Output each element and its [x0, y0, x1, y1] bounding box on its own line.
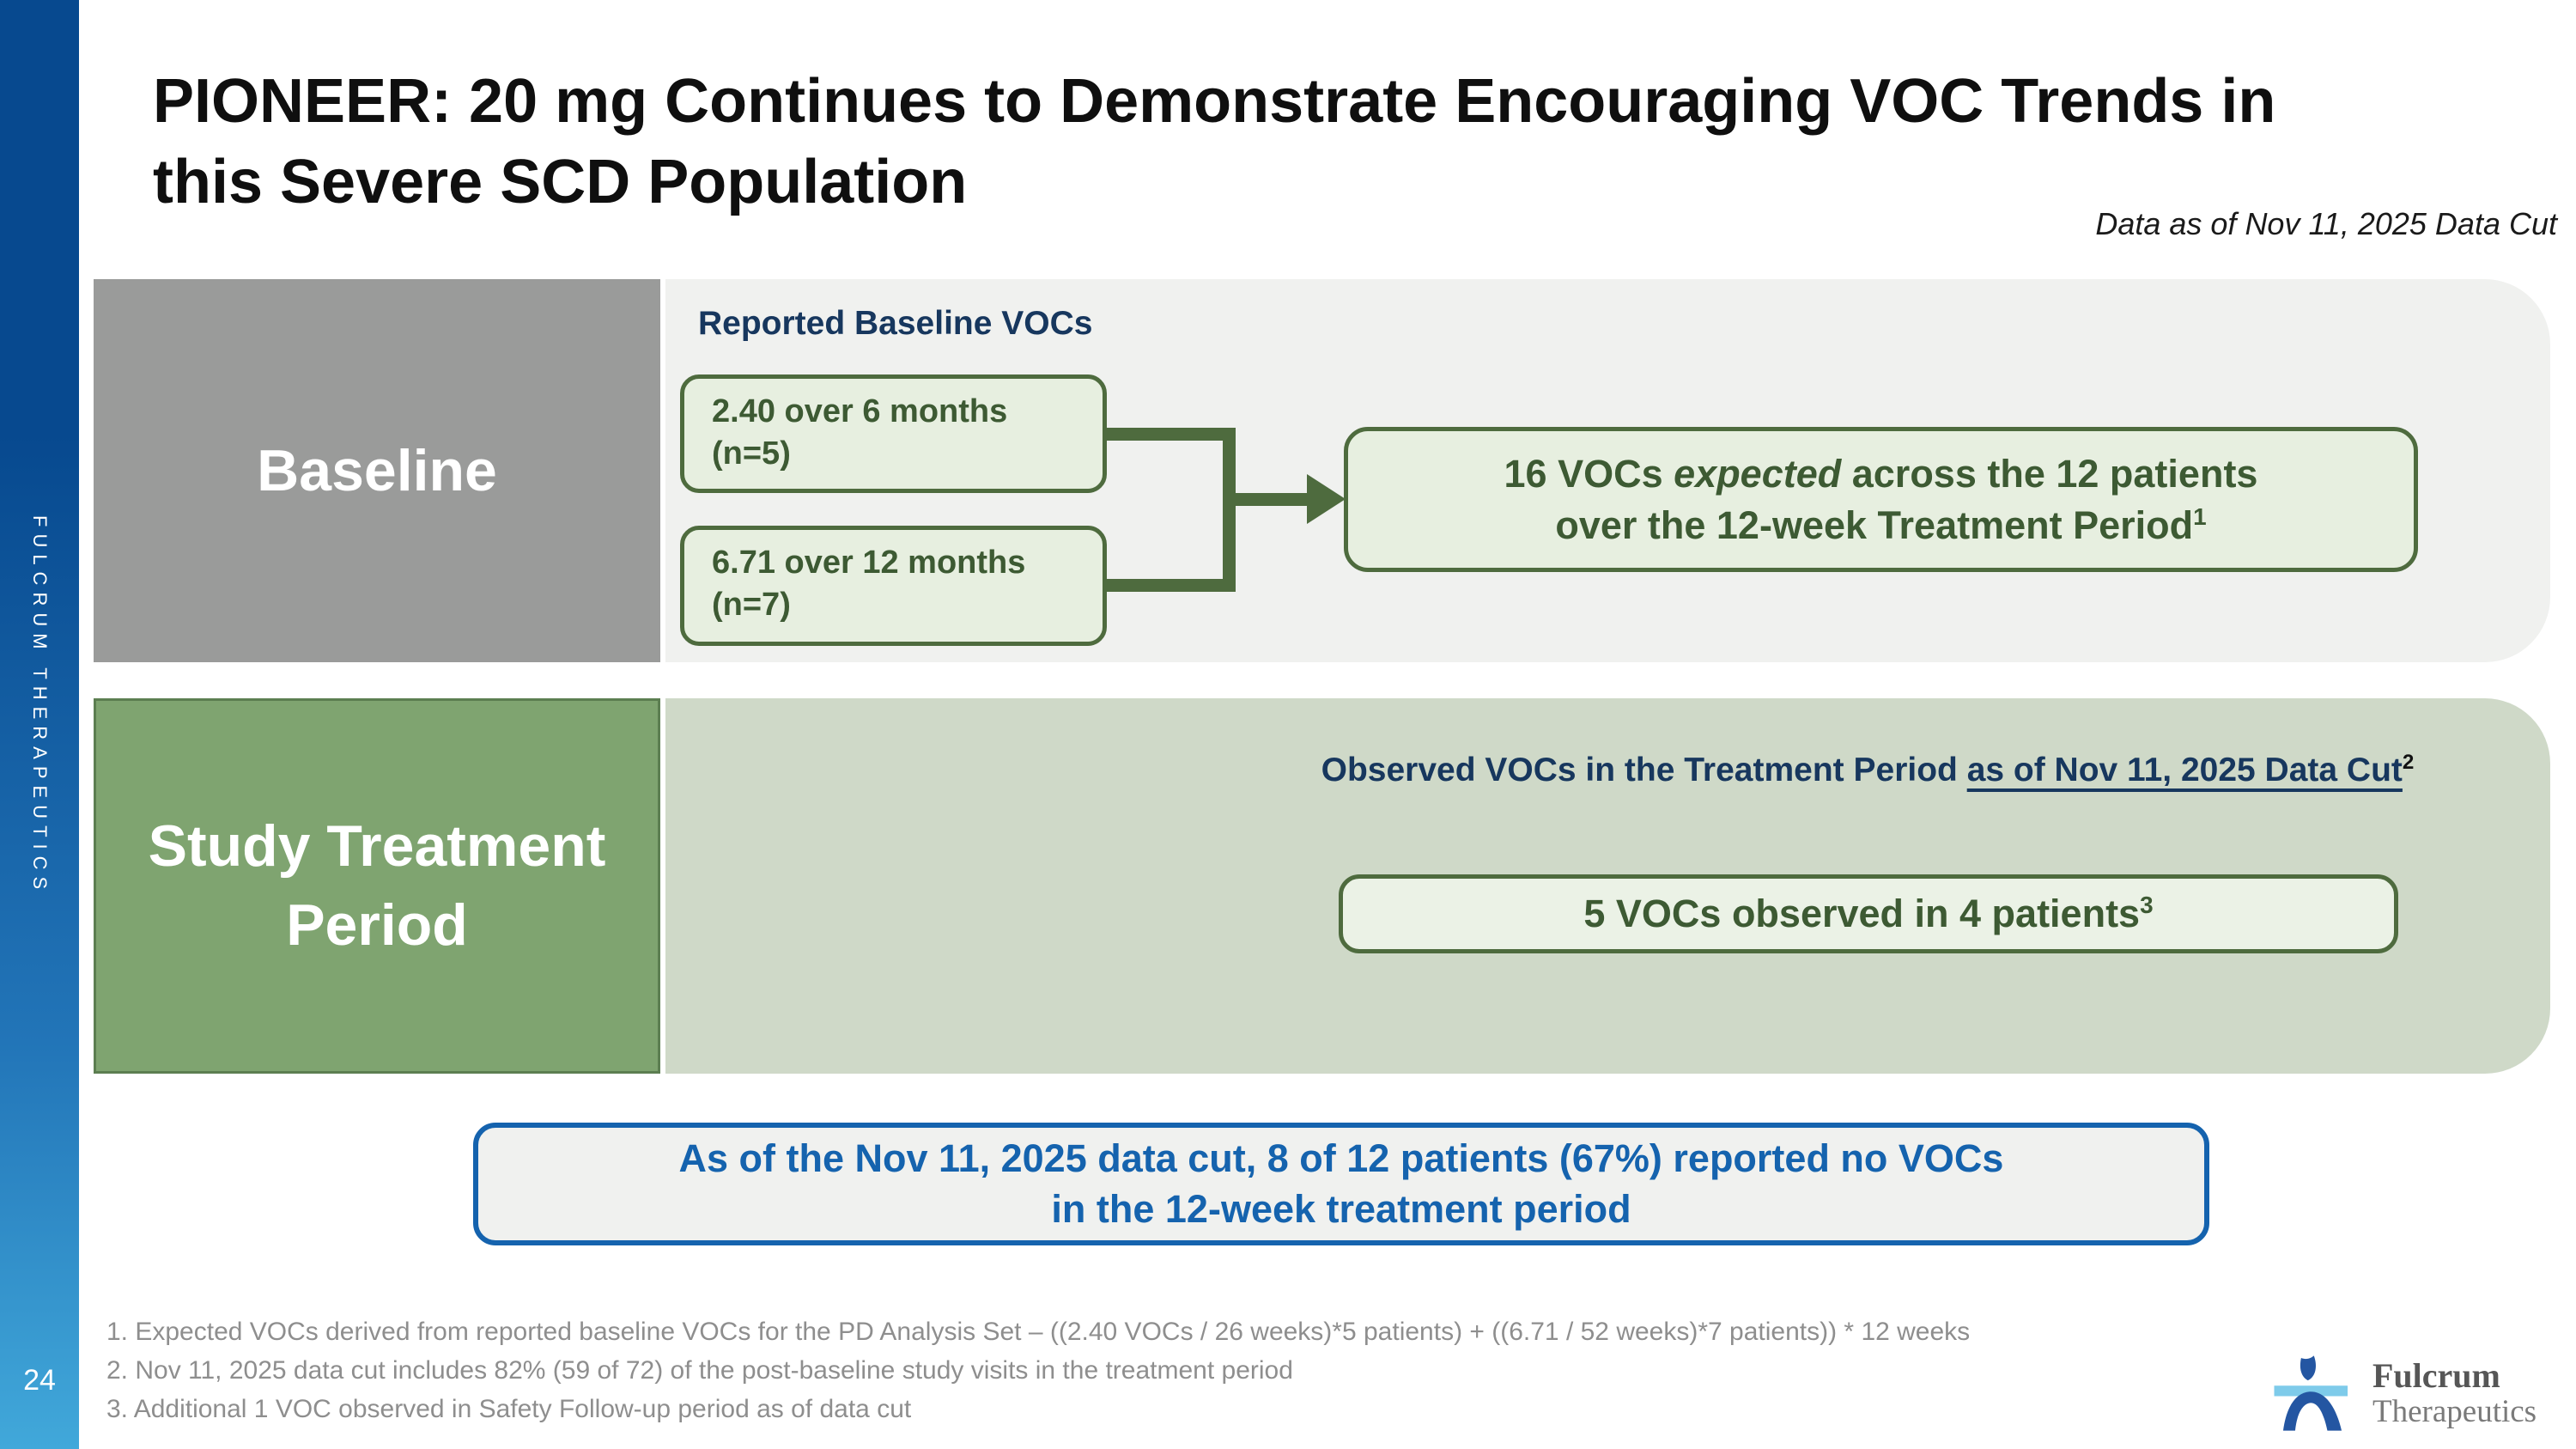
treatment-label-line1: Study Treatment — [148, 813, 606, 879]
reported-baseline-vocs-heading: Reported Baseline VOCs — [698, 305, 1093, 342]
expected-italic-word: expected — [1674, 452, 1842, 496]
connector-line-vertical — [1223, 428, 1236, 592]
expected-vocs-box: 16 VOCs expected across the 12 patients … — [1344, 427, 2418, 572]
slide-title: PIONEER: 20 mg Continues to Demonstrate … — [153, 62, 2420, 222]
logo-company-name: Fulcrum — [2372, 1356, 2500, 1396]
expected-vocs-count: 16 VOCs — [1504, 452, 1674, 496]
expected-period-text: over the 12-week Treatment Period — [1555, 502, 2194, 547]
observed-vocs-text: 5 VOCs observed in 4 patients3 — [1583, 892, 2153, 936]
data-cut-note: Data as of Nov 11, 2025 Data Cut — [2095, 206, 2557, 241]
baseline-row-label: Baseline — [94, 279, 660, 662]
expected-vocs-line2: over the 12-week Treatment Period1 — [1555, 500, 2206, 551]
baseline-voc-rate-12mo: 6.71 over 12 months — [712, 545, 1026, 581]
page-number: 24 — [23, 1364, 56, 1397]
baseline-voc-n-6mo: (n=5) — [712, 435, 791, 472]
observed-vocs-heading: Observed VOCs in the Treatment Period as… — [1249, 752, 2486, 789]
observed-heading-text: Observed VOCs in the Treatment Period — [1321, 752, 1967, 788]
observed-vocs-value: 5 VOCs observed in 4 patients — [1583, 892, 2141, 935]
observed-vocs-box: 5 VOCs observed in 4 patients3 — [1339, 874, 2398, 953]
footnote-3: 3. Additional 1 VOC observed in Safety F… — [106, 1395, 912, 1423]
observed-heading-underlined: as of Nov 11, 2025 Data Cut — [1966, 752, 2403, 788]
fulcrum-logo: Fulcrum Therapeutics — [2271, 1355, 2537, 1431]
treatment-label-line2: Period — [286, 892, 468, 958]
logo-company-subname: Therapeutics — [2372, 1393, 2537, 1429]
fulcrum-logo-icon — [2274, 1355, 2348, 1431]
footnote-marker-1: 1 — [2193, 502, 2207, 530]
expected-vocs-rest: across the 12 patients — [1841, 452, 2258, 496]
slide-title-line1: PIONEER: 20 mg Continues to Demonstrate … — [153, 67, 2276, 136]
connector-line-bottom — [1107, 579, 1236, 592]
baseline-voc-box-12-months: 6.71 over 12 months (n=7) — [680, 526, 1107, 646]
expected-vocs-line1: 16 VOCs expected across the 12 patients — [1504, 448, 2258, 499]
right-arrow-icon — [1307, 474, 1346, 524]
treatment-row-label: Study Treatment Period — [94, 698, 660, 1074]
footnote-marker-2: 2 — [2402, 751, 2415, 774]
slide-title-line2: this Severe SCD Population — [153, 147, 968, 216]
footnote-1: 1. Expected VOCs derived from reported b… — [106, 1318, 1971, 1346]
baseline-voc-n-12mo: (n=7) — [712, 586, 791, 623]
treatment-panel: Observed VOCs in the Treatment Period as… — [665, 698, 2550, 1074]
fulcrum-logo-text: Fulcrum Therapeutics — [2372, 1357, 2537, 1428]
footnote-2: 2. Nov 11, 2025 data cut includes 82% (5… — [106, 1356, 1293, 1385]
baseline-label-text: Baseline — [257, 438, 497, 503]
sidebar: FULCRUM THERAPEUTICS 24 — [0, 0, 79, 1449]
footnote-marker-3: 3 — [2140, 892, 2154, 918]
callout-line1: As of the Nov 11, 2025 data cut, 8 of 12… — [678, 1136, 2004, 1180]
key-result-callout: As of the Nov 11, 2025 data cut, 8 of 12… — [473, 1123, 2209, 1245]
sidebar-company-name: FULCRUM THERAPEUTICS — [29, 515, 51, 897]
connector-arrow-shaft — [1229, 493, 1310, 506]
footnotes: 1. Expected VOCs derived from reported b… — [106, 1312, 2253, 1428]
baseline-voc-rate-6mo: 2.40 over 6 months — [712, 393, 1008, 429]
baseline-voc-box-6-months: 2.40 over 6 months (n=5) — [680, 374, 1107, 493]
connector-line-top — [1107, 428, 1236, 441]
callout-line2: in the 12-week treatment period — [1051, 1186, 1631, 1231]
